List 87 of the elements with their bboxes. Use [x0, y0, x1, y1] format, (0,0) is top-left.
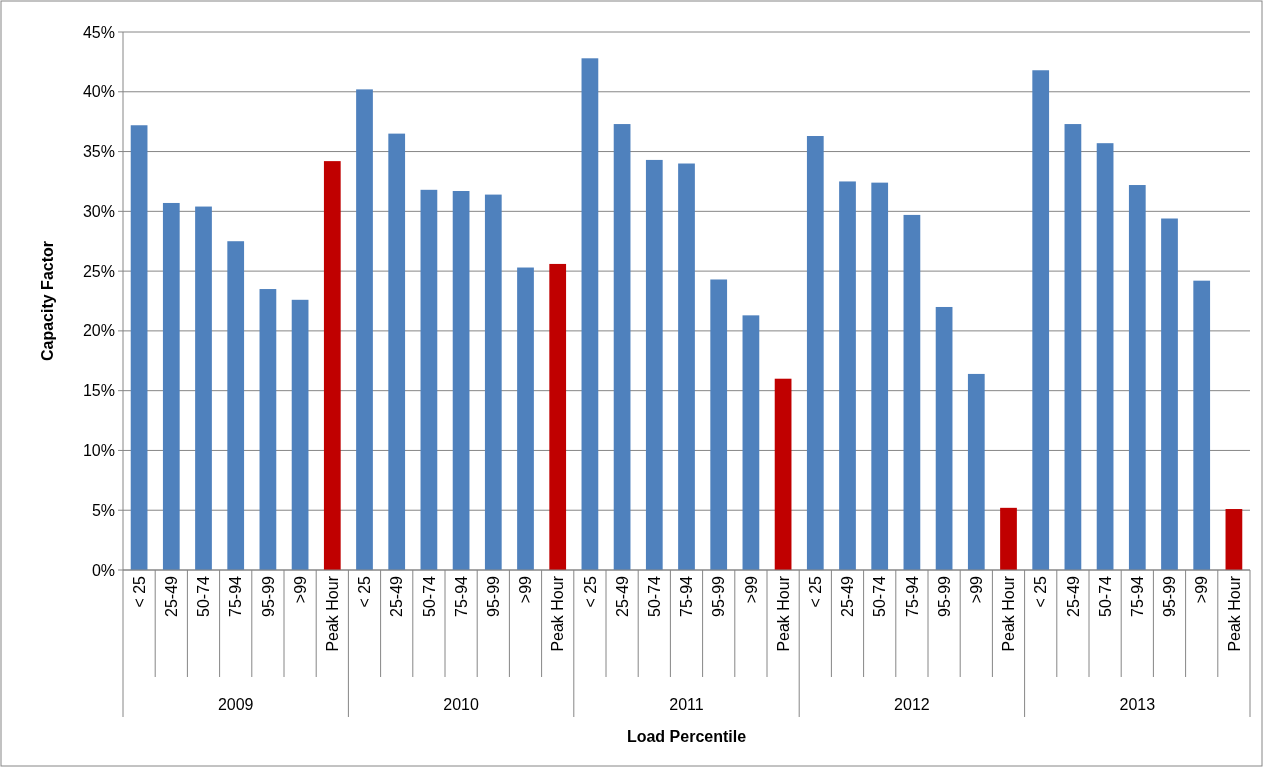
bar: [130, 125, 148, 570]
bar: [1193, 280, 1211, 570]
x-tick-label: 25-49: [613, 575, 631, 617]
x-tick-label: 75-94: [1128, 575, 1146, 617]
x-tick-label: < 25: [581, 575, 599, 608]
bar: [645, 159, 663, 570]
x-tick-label: 75-94: [678, 575, 696, 617]
bar: [1064, 124, 1082, 570]
bar: [581, 58, 599, 570]
bar: [871, 182, 889, 570]
x-tick-label: Peak Hour: [774, 575, 792, 652]
bar: [484, 194, 502, 570]
bar: [903, 214, 921, 570]
y-tick-label: 25%: [82, 262, 115, 280]
x-tick-label: 25-49: [388, 575, 406, 617]
text: 2011: [669, 695, 704, 713]
text: 2012: [894, 695, 930, 713]
text: 2010: [443, 695, 479, 713]
y-tick-label: 5%: [91, 501, 115, 519]
y-tick-label: 30%: [82, 202, 115, 220]
y-tick-label: 20%: [82, 322, 115, 340]
bar: [967, 373, 985, 570]
bar: [1032, 70, 1050, 570]
x-tick-label: 95-99: [935, 575, 953, 617]
bar: [162, 202, 180, 570]
x-tick-label: 50-74: [871, 575, 889, 617]
y-axis-title: Capacity Factor: [38, 240, 56, 362]
y-tick-label: 10%: [82, 442, 115, 460]
bar: [839, 181, 856, 570]
x-tick-label: >99: [517, 575, 535, 604]
y-tick-label: 15%: [82, 382, 115, 400]
bar: [1128, 185, 1146, 570]
x-tick-label: 95-99: [259, 575, 277, 617]
bar: [259, 289, 277, 570]
y-tick-label: 35%: [82, 143, 115, 161]
x-tick-label: Peak Hour: [1000, 575, 1018, 652]
bar: [774, 378, 792, 570]
bar: [291, 299, 309, 570]
bar: [420, 189, 438, 570]
x-tick-label: 25-49: [1064, 575, 1082, 617]
bar: [1225, 509, 1243, 570]
x-tick-label: 75-94: [452, 575, 470, 617]
x-tick-label: 95-99: [710, 575, 728, 617]
bar: [678, 163, 695, 570]
bar: [227, 241, 245, 570]
x-tick-label: 50-74: [1096, 575, 1114, 617]
x-tick-label: >99: [1193, 575, 1211, 604]
bar: [549, 263, 567, 570]
x-tick-label: < 25: [130, 575, 148, 608]
bar: [356, 89, 373, 570]
bar: [742, 315, 760, 570]
x-axis-title: Load Percentile: [626, 727, 747, 745]
y-tick-label: 40%: [82, 83, 115, 101]
x-tick-label: >99: [291, 575, 309, 604]
x-tick-label: >99: [742, 575, 760, 604]
x-tick-label: 25-49: [162, 575, 180, 617]
bar: [323, 161, 341, 570]
bar: [613, 124, 631, 570]
bar: [1161, 218, 1178, 570]
text: 2013: [1119, 695, 1156, 713]
x-tick-label: < 25: [356, 575, 374, 608]
x-tick-label: 50-74: [420, 575, 438, 617]
bar: [517, 267, 534, 570]
x-tick-label: 50-74: [645, 575, 663, 617]
y-tick-label: 45%: [82, 23, 115, 41]
x-tick-label: Peak Hour: [1225, 575, 1243, 652]
text: 2009: [217, 695, 254, 713]
x-tick-label: 75-94: [227, 575, 245, 617]
bar: [806, 136, 824, 570]
bar: [935, 306, 953, 570]
x-tick-label: 95-99: [1161, 575, 1179, 617]
bar: [1000, 507, 1017, 570]
bar: [195, 206, 212, 570]
x-tick-label: >99: [967, 575, 985, 604]
x-tick-label: Peak Hour: [323, 575, 341, 652]
bar: [1096, 143, 1114, 570]
bar: [388, 133, 406, 570]
y-tick-label: 0%: [91, 561, 115, 579]
x-tick-label: 95-99: [484, 575, 502, 617]
x-tick-label: < 25: [806, 575, 824, 608]
x-tick-label: 25-49: [839, 575, 857, 617]
x-tick-label: Peak Hour: [549, 575, 567, 652]
x-tick-label: 50-74: [195, 575, 213, 617]
x-tick-label: 75-94: [903, 575, 921, 617]
bar: [452, 191, 470, 570]
x-tick-label: < 25: [1032, 575, 1050, 608]
bar: [710, 279, 728, 570]
